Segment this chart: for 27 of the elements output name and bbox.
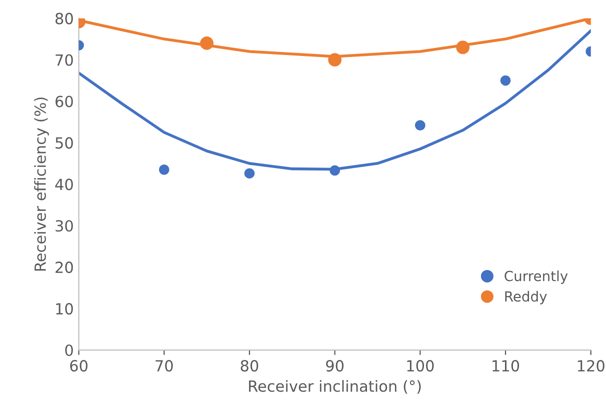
y-tick-label: 80 — [56, 12, 73, 24]
y-tick-label: 70 — [56, 54, 73, 66]
point — [456, 40, 470, 54]
point — [244, 168, 255, 179]
x-tick-label: 100 — [407, 360, 434, 372]
y-axis-title: Receiver efficiency (%) — [34, 98, 49, 271]
point — [330, 165, 340, 176]
legend-label: Reddy — [505, 290, 547, 304]
x-tick-label: 110 — [492, 360, 520, 372]
point — [328, 53, 342, 66]
legend-label: Currently — [504, 270, 568, 284]
point — [200, 36, 214, 50]
x-tick-label: 120 — [578, 360, 604, 372]
y-tick-label: 0 — [65, 344, 73, 356]
x-tick-label: 70 — [156, 360, 173, 372]
y-tick-label: 20 — [56, 262, 73, 274]
x-tick-label: 60 — [70, 360, 88, 372]
y-tick-label: 30 — [56, 220, 73, 232]
y-tick-label: 50 — [56, 137, 73, 149]
point — [414, 120, 426, 130]
point — [500, 75, 511, 86]
x-tick-label: 80 — [240, 360, 258, 372]
x-tick-label: 90 — [326, 360, 344, 372]
y-tick-label: 40 — [55, 178, 73, 190]
y-tick-label: 60 — [56, 96, 73, 108]
x-axis-title: Receiver inclination (°) — [249, 380, 421, 394]
y-tick-label: 10 — [56, 303, 73, 315]
